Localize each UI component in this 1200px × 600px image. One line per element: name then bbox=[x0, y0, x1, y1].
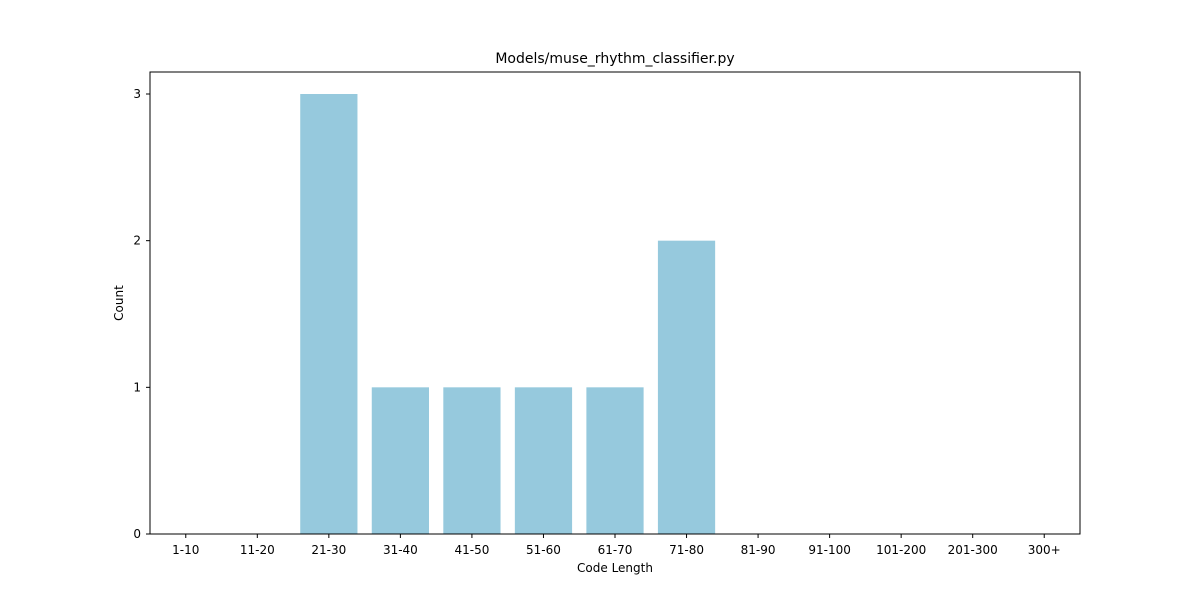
y-tick-label: 2 bbox=[133, 234, 141, 248]
y-axis: 0 1 2 3 bbox=[133, 87, 150, 541]
x-tick-label: 21-30 bbox=[311, 543, 346, 557]
x-tick-label: 31-40 bbox=[383, 543, 418, 557]
x-tick-label: 11-20 bbox=[240, 543, 275, 557]
y-tick-label: 1 bbox=[133, 380, 141, 394]
bar-41-50 bbox=[443, 387, 501, 534]
x-tick-label: 91-100 bbox=[808, 543, 851, 557]
bar-31-40 bbox=[371, 387, 429, 534]
y-tick-label: 3 bbox=[133, 87, 141, 101]
x-tick-label: 51-60 bbox=[526, 543, 561, 557]
x-tick-label: 61-70 bbox=[598, 543, 633, 557]
x-tick-label: 41-50 bbox=[454, 543, 489, 557]
y-tick-label: 0 bbox=[133, 527, 141, 541]
x-tick-label: 71-80 bbox=[669, 543, 704, 557]
bar-51-60 bbox=[514, 387, 573, 534]
x-tick-label: 300+ bbox=[1028, 543, 1061, 557]
x-tick-label: 101-200 bbox=[876, 543, 926, 557]
x-tick-label: 81-90 bbox=[741, 543, 776, 557]
bar-61-70 bbox=[586, 387, 644, 534]
bar-21-30 bbox=[300, 94, 358, 534]
y-axis-label: Count bbox=[112, 285, 126, 321]
bars-group bbox=[300, 94, 716, 535]
x-axis: 1-10 11-20 21-30 31-40 41-50 51-60 61-70 71-80 8… bbox=[172, 534, 1061, 557]
chart-title: Models/muse_rhythm_classifier.py bbox=[495, 51, 734, 67]
x-tick-label: 201-300 bbox=[948, 543, 998, 557]
bar-71-80 bbox=[657, 240, 716, 535]
x-tick-label: 1-10 bbox=[172, 543, 199, 557]
x-axis-label: Code Length bbox=[577, 561, 653, 575]
